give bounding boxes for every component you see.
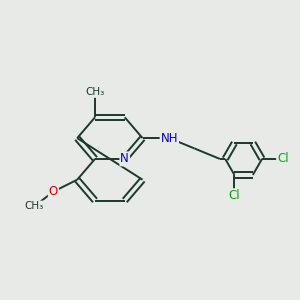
- Text: Cl: Cl: [229, 189, 240, 202]
- Text: O: O: [49, 185, 58, 198]
- Text: CH₃: CH₃: [25, 202, 44, 212]
- Text: Cl: Cl: [277, 152, 289, 165]
- Text: N: N: [120, 152, 129, 165]
- Text: CH₃: CH₃: [85, 87, 105, 97]
- Text: NH: NH: [160, 132, 178, 145]
